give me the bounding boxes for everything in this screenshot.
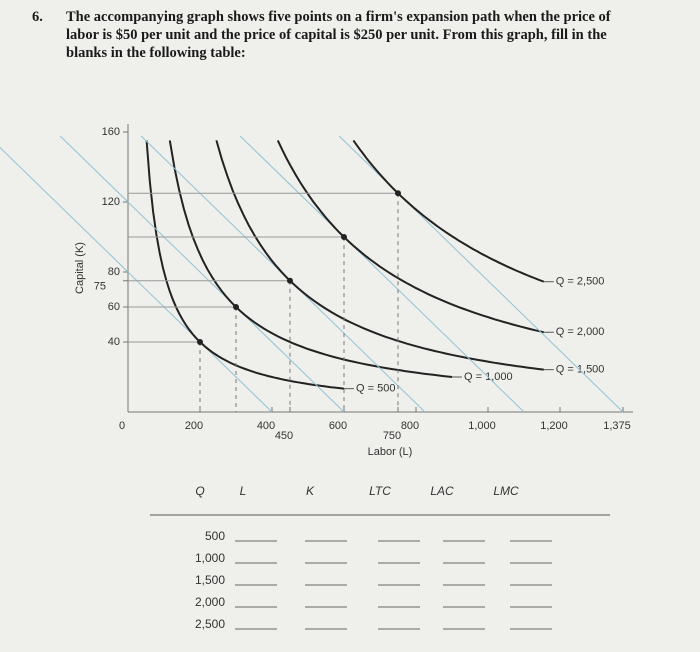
x-tick-label: 200	[185, 420, 203, 432]
isoquant	[168, 140, 453, 378]
isocost-line	[0, 146, 273, 413]
x-tick-label: 1,375	[603, 420, 631, 432]
table-header: L	[240, 484, 247, 498]
y-axis-label: Capital (K)	[74, 242, 86, 294]
table-header: K	[306, 484, 315, 498]
isoquant-label: Q = 1,500	[556, 364, 605, 376]
table-header: LAC	[430, 484, 454, 498]
isoquant	[215, 140, 544, 371]
x-tick-label: 0	[119, 420, 125, 432]
table-header: LMC	[493, 484, 519, 498]
y-tick-label: 75	[94, 281, 106, 293]
x-tick-label: 400	[257, 420, 275, 432]
table-header: Q	[195, 484, 204, 498]
x-axis-label: Labor (L)	[368, 446, 413, 458]
y-tick-label: 40	[108, 336, 120, 348]
isoquant	[145, 140, 345, 390]
y-tick-label: 160	[102, 126, 120, 138]
y-tick-label: 80	[108, 266, 120, 278]
isocost-line	[59, 135, 345, 413]
isoquant-label: Q = 2,500	[556, 276, 605, 288]
y-tick-label: 120	[102, 196, 120, 208]
y-tick-label: 60	[108, 301, 120, 313]
question-number: 6.	[32, 9, 43, 25]
q-value: 2,500	[195, 617, 225, 631]
q-value: 1,500	[195, 573, 225, 587]
q-value: 2,000	[195, 595, 225, 609]
x-tick-label: 1,200	[540, 420, 568, 432]
x-tick-label: 750	[383, 430, 401, 442]
x-tick-label: 450	[275, 430, 293, 442]
isoquant	[276, 139, 545, 334]
expansion-point	[395, 190, 401, 197]
isoquant	[352, 139, 545, 283]
isocost-line	[239, 135, 525, 413]
expansion-point	[287, 277, 293, 284]
x-tick-label: 1,000	[468, 420, 496, 432]
question-text: The accompanying graph shows five points…	[66, 9, 611, 61]
q-value: 500	[205, 529, 225, 543]
x-tick-label: 600	[329, 420, 347, 432]
expansion-point	[341, 234, 347, 240]
table-header: LTC	[369, 484, 391, 498]
x-tick-label: 800	[401, 420, 419, 432]
isoquant-label: Q = 500	[356, 383, 395, 395]
question: 6. The accompanying graph shows five poi…	[32, 8, 632, 62]
isoquant-label: Q = 2,000	[556, 326, 605, 338]
q-value: 1,000	[195, 551, 225, 565]
expansion-point	[233, 304, 239, 310]
expansion-point	[197, 339, 203, 345]
